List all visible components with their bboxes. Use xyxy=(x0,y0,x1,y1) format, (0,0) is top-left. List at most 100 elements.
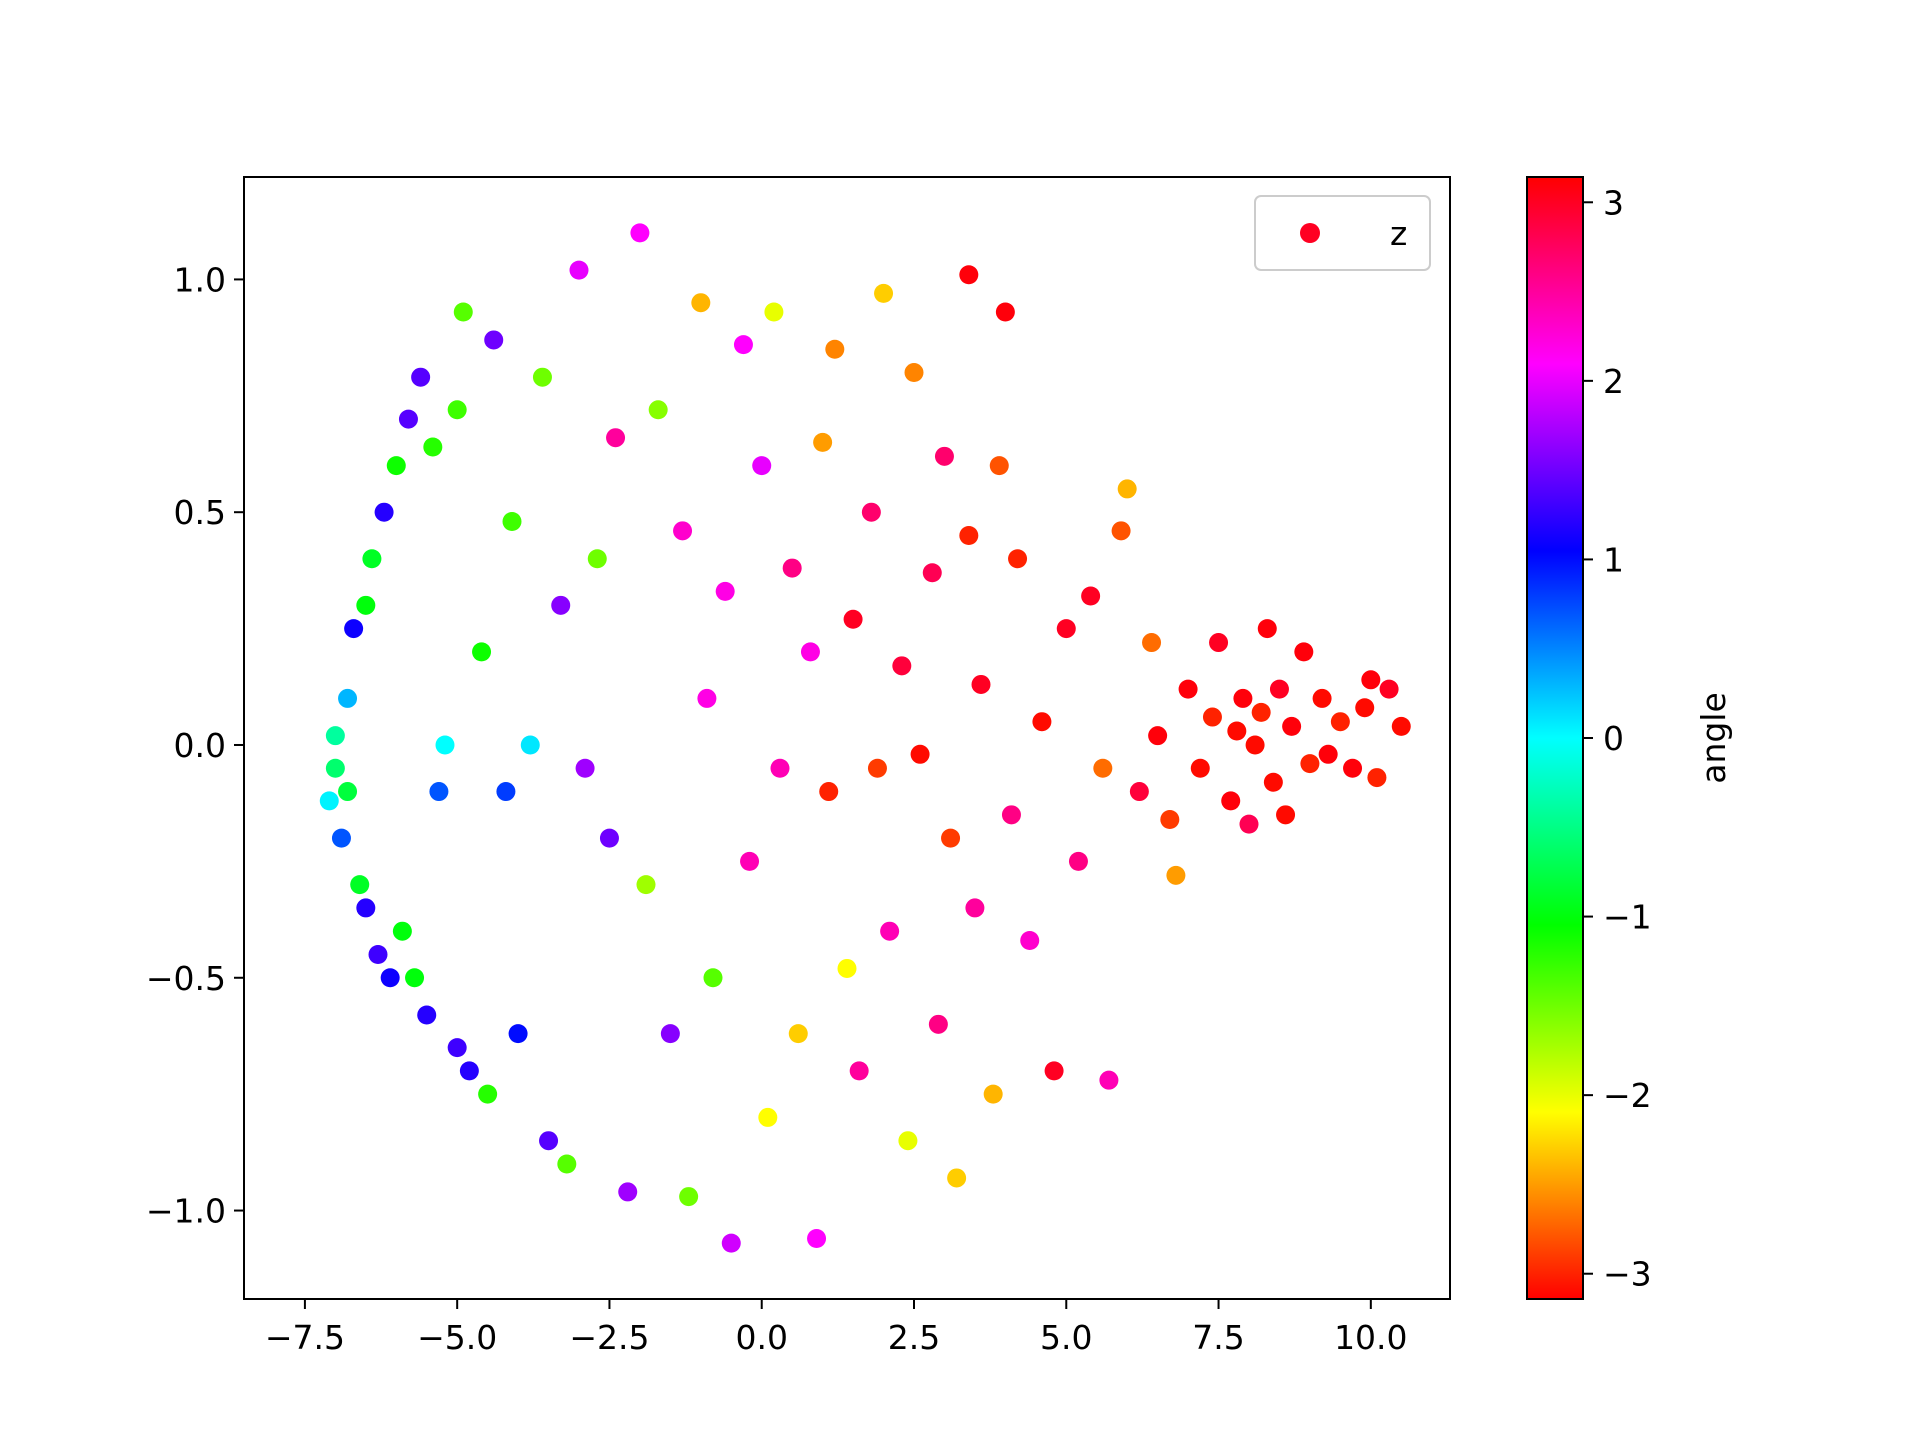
data-point-38 xyxy=(569,260,589,280)
data-point-54 xyxy=(721,1233,741,1253)
x-tick-label: 2.5 xyxy=(888,1318,940,1357)
data-point-132 xyxy=(1379,679,1399,699)
data-point-133 xyxy=(1391,716,1411,736)
data-point-42 xyxy=(606,428,626,448)
data-point-39 xyxy=(575,758,595,778)
data-point-119 xyxy=(1263,772,1283,792)
data-point-18 xyxy=(411,367,431,387)
y-tick-label: −0.5 xyxy=(146,959,226,998)
x-tick-label: 10.0 xyxy=(1334,1318,1407,1357)
data-point-131 xyxy=(1367,768,1387,788)
x-tick-label: −5.0 xyxy=(417,1318,497,1357)
data-point-32 xyxy=(508,1024,528,1044)
data-point-20 xyxy=(423,437,443,457)
data-point-40 xyxy=(587,549,607,569)
data-point-64 xyxy=(807,1228,827,1248)
data-point-75 xyxy=(892,656,912,676)
data-point-76 xyxy=(898,1131,918,1151)
data-point-73 xyxy=(874,283,894,303)
data-point-66 xyxy=(819,782,839,802)
data-point-3 xyxy=(331,828,351,848)
data-point-125 xyxy=(1312,688,1332,708)
data-point-72 xyxy=(867,758,887,778)
data-point-128 xyxy=(1343,758,1363,778)
colorbar-tick-label: −2 xyxy=(1603,1076,1652,1115)
data-point-124 xyxy=(1300,754,1320,774)
data-point-117 xyxy=(1251,702,1271,722)
data-point-25 xyxy=(453,302,473,322)
data-point-108 xyxy=(1178,679,1198,699)
data-point-130 xyxy=(1361,670,1381,690)
colorbar-tick-label: −1 xyxy=(1603,898,1652,937)
colorbar-tick-label: 3 xyxy=(1603,183,1624,222)
data-point-45 xyxy=(636,875,656,895)
colorbar: −3 −2 −1 0 1 2 3 angle xyxy=(1526,176,1733,1300)
colorbar-gradient xyxy=(1526,176,1584,1300)
data-point-55 xyxy=(733,335,753,355)
data-point-63 xyxy=(800,642,820,662)
data-point-71 xyxy=(861,502,881,522)
x-tick-label: 5.0 xyxy=(1040,1318,1092,1357)
y-tick-label: 0.5 xyxy=(174,493,226,532)
data-point-105 xyxy=(1148,726,1168,746)
data-point-35 xyxy=(539,1131,559,1151)
data-point-126 xyxy=(1318,744,1338,764)
data-point-59 xyxy=(764,302,784,322)
colorbar-tick-label: 2 xyxy=(1603,362,1624,401)
data-point-129 xyxy=(1355,698,1375,718)
x-tick-label: −2.5 xyxy=(569,1318,649,1357)
data-point-5 xyxy=(338,782,358,802)
data-point-94 xyxy=(1032,712,1052,732)
legend: z xyxy=(1254,195,1431,271)
y-tick-label: −1.0 xyxy=(146,1192,226,1231)
data-point-70 xyxy=(849,1061,869,1081)
data-point-85 xyxy=(959,265,979,285)
colorbar-tick-label: −3 xyxy=(1603,1255,1652,1294)
data-point-86 xyxy=(965,898,985,918)
data-point-98 xyxy=(1081,586,1101,606)
x-tick-label: 7.5 xyxy=(1192,1318,1244,1357)
data-point-65 xyxy=(813,432,833,452)
data-point-43 xyxy=(618,1182,638,1202)
data-point-9 xyxy=(356,898,376,918)
data-point-96 xyxy=(1056,619,1076,639)
legend-label: z xyxy=(1390,214,1407,253)
data-point-103 xyxy=(1129,782,1149,802)
data-point-93 xyxy=(1020,931,1040,951)
data-point-36 xyxy=(551,595,571,615)
data-point-101 xyxy=(1111,521,1131,541)
data-point-24 xyxy=(447,1038,467,1058)
data-point-74 xyxy=(880,921,900,941)
data-point-8 xyxy=(356,595,376,615)
data-point-122 xyxy=(1282,716,1302,736)
data-point-83 xyxy=(947,1168,967,1188)
data-point-27 xyxy=(472,642,492,662)
data-point-1 xyxy=(325,758,345,778)
data-point-49 xyxy=(679,1187,699,1207)
data-point-87 xyxy=(971,674,991,694)
y-axis: −1.0 −0.5 0.0 0.5 1.0 xyxy=(146,260,244,1231)
data-point-56 xyxy=(740,851,760,871)
data-point-95 xyxy=(1044,1061,1064,1081)
data-point-4 xyxy=(338,688,358,708)
data-point-77 xyxy=(904,363,924,383)
data-point-19 xyxy=(417,1005,437,1025)
data-point-23 xyxy=(447,400,467,420)
data-point-44 xyxy=(630,223,650,243)
data-point-60 xyxy=(770,758,790,778)
plot-frame xyxy=(243,176,1451,1300)
data-point-120 xyxy=(1269,679,1289,699)
data-point-13 xyxy=(380,968,400,988)
data-point-106 xyxy=(1160,809,1180,829)
data-point-31 xyxy=(502,512,522,532)
data-point-81 xyxy=(934,446,954,466)
data-point-26 xyxy=(459,1061,479,1081)
data-point-67 xyxy=(825,339,845,359)
data-point-115 xyxy=(1239,814,1259,834)
data-point-7 xyxy=(350,875,370,895)
data-point-30 xyxy=(496,782,516,802)
data-point-51 xyxy=(697,688,717,708)
data-point-79 xyxy=(922,563,942,583)
legend-box xyxy=(1254,195,1431,271)
